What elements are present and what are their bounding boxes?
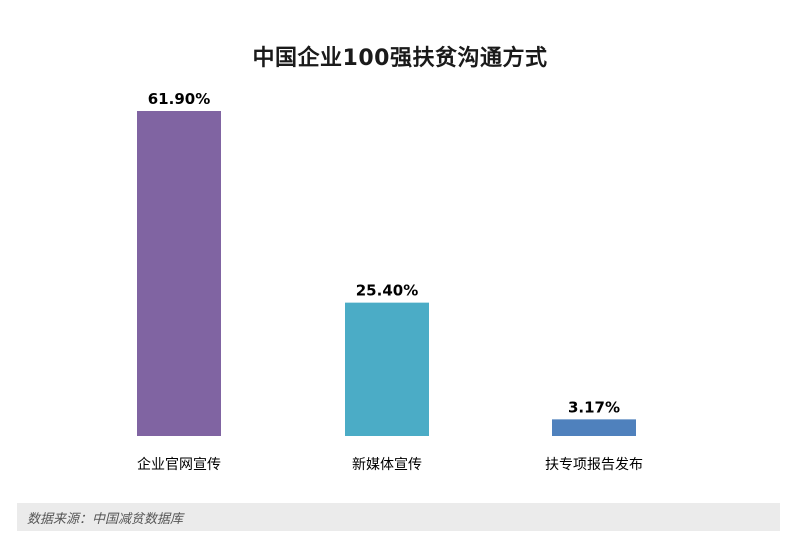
category-label-3: 扶专项报告发布 (545, 457, 643, 473)
bar-2 (345, 302, 429, 436)
data-label-1: 61.90% (148, 90, 210, 108)
bar-3 (552, 419, 636, 436)
data-label-2: 25.40% (356, 282, 418, 300)
bar-1 (137, 111, 221, 436)
source-footer: 数据来源：中国减贫数据库 (17, 503, 780, 531)
source-text: 数据来源：中国减贫数据库 (27, 512, 184, 527)
category-label-2: 新媒体宣传 (352, 457, 422, 473)
category-label-1: 企业官网宣传 (137, 456, 221, 473)
data-label-3: 3.17% (568, 398, 620, 416)
chart-title: 中国企业100强扶贫沟通方式 (252, 46, 548, 71)
